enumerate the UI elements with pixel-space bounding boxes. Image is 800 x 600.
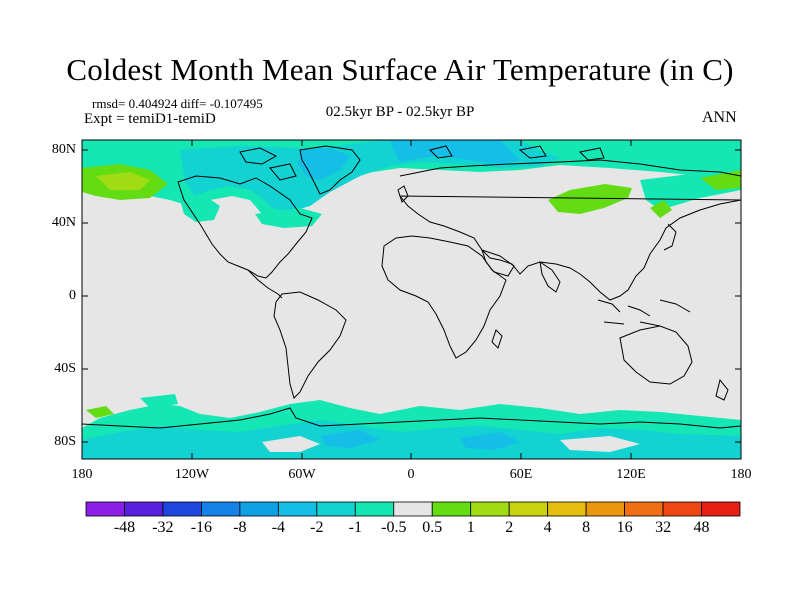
x-label-180w: 180 bbox=[71, 467, 93, 482]
colorbar-label: 32 bbox=[655, 519, 672, 536]
colorbar-swatch bbox=[162, 501, 202, 517]
greenland-coast bbox=[299, 145, 361, 195]
colorbar-swatch bbox=[239, 501, 279, 517]
colorbar-swatch bbox=[393, 501, 433, 517]
colorbar-swatch bbox=[201, 501, 241, 517]
colorbar-label: 8 bbox=[582, 519, 591, 536]
colorbar-label: -4 bbox=[271, 519, 286, 536]
colorbar bbox=[85, 501, 741, 517]
y-ticks bbox=[82, 149, 741, 443]
colorbar-swatch bbox=[316, 501, 356, 517]
season-text: ANN bbox=[702, 109, 737, 126]
rmsd-diff-text: rmsd= 0.404924 diff= -0.107495 bbox=[92, 96, 263, 111]
x-label-60e: 60E bbox=[509, 467, 533, 482]
antarctic-gray-gap-2 bbox=[560, 436, 640, 452]
anomaly-field bbox=[82, 140, 741, 459]
hudson-cyan-patch bbox=[255, 208, 322, 228]
colorbar-label: -8 bbox=[233, 519, 247, 536]
x-label-180e: 180 bbox=[730, 467, 752, 482]
colorbar-label: -16 bbox=[190, 519, 213, 536]
colorbar-swatch bbox=[624, 501, 664, 517]
colorbar-swatch bbox=[124, 501, 164, 517]
colorbar-label: -0.5 bbox=[381, 519, 407, 536]
arabia-coast bbox=[481, 249, 515, 277]
japan-coast bbox=[663, 223, 677, 251]
y-label-80n: 80N bbox=[51, 142, 76, 157]
kamchatka-green-patch bbox=[650, 200, 672, 218]
colorbar-swatch bbox=[547, 501, 587, 517]
new-zealand-coast bbox=[715, 378, 729, 401]
y-label-80s: 80S bbox=[54, 434, 76, 449]
plot-title: Coldest Month Mean Surface Air Temperatu… bbox=[66, 52, 734, 87]
y-label-40s: 40S bbox=[54, 361, 76, 376]
madagascar-coast bbox=[491, 329, 503, 349]
southern-ocean-cyan-patch bbox=[140, 394, 178, 408]
colorbar-swatch bbox=[354, 501, 395, 517]
pacific-cyan-patch bbox=[180, 196, 220, 222]
arctic-blue-region bbox=[390, 140, 520, 164]
colorbar-swatch bbox=[701, 501, 741, 517]
colorbar-swatch bbox=[431, 501, 472, 517]
x-label-120e: 120E bbox=[616, 467, 646, 482]
colorbar-label: 2 bbox=[505, 519, 514, 536]
uk-coast bbox=[397, 185, 409, 203]
antarctic-blue-patch-2 bbox=[460, 432, 520, 450]
antarctic-blue-patch bbox=[320, 430, 380, 448]
coastlines bbox=[82, 145, 741, 429]
colorbar-label: -1 bbox=[348, 519, 362, 536]
colorbar-label: 0.5 bbox=[422, 519, 443, 536]
africa-coast bbox=[381, 235, 507, 359]
y-label-40n: 40N bbox=[51, 215, 76, 230]
antarctica-coast bbox=[82, 407, 741, 429]
colorbar-swatch bbox=[85, 501, 125, 517]
colorbar-swatch bbox=[277, 501, 318, 517]
x-label-120w: 120W bbox=[174, 467, 210, 482]
colorbar-swatch bbox=[508, 501, 549, 517]
south-pacific-green-patch bbox=[86, 406, 114, 418]
north-america-coast bbox=[177, 175, 313, 279]
central-america-coast bbox=[247, 269, 283, 299]
colorbar-label: -48 bbox=[113, 519, 136, 536]
colorbar-swatch bbox=[585, 501, 625, 517]
colorbar-label: -2 bbox=[310, 519, 324, 536]
greenland-teal-region bbox=[298, 148, 350, 180]
x-label-0: 0 bbox=[407, 467, 415, 482]
colorbar-swatch bbox=[662, 501, 702, 517]
siberia-green-patch bbox=[548, 184, 632, 214]
colorbar-label: 1 bbox=[466, 519, 475, 536]
period-text: 02.5kyr BP - 02.5kyr BP bbox=[325, 104, 475, 120]
east-siberia-green-patch bbox=[700, 170, 741, 190]
alaska-yellow-patch bbox=[96, 172, 150, 190]
colorbar-label: 48 bbox=[693, 519, 710, 536]
x-ticks bbox=[191, 140, 632, 459]
colorbar-label: 4 bbox=[543, 519, 552, 536]
south-america-coast bbox=[273, 291, 347, 399]
colorbar-swatch bbox=[470, 501, 510, 517]
colorbar-label: 16 bbox=[616, 519, 633, 536]
antarctic-gray-gap bbox=[262, 436, 320, 452]
y-label-0: 0 bbox=[69, 288, 76, 303]
experiment-text: Expt = temiD1-temiD bbox=[84, 111, 216, 127]
arctic-islands bbox=[239, 145, 605, 181]
australia-coast bbox=[619, 325, 693, 385]
colorbar-label: -32 bbox=[152, 519, 174, 536]
southeast-asia-islands bbox=[597, 299, 691, 327]
x-label-60w: 60W bbox=[288, 467, 316, 482]
india-coast bbox=[539, 260, 561, 293]
eurasia-coast bbox=[398, 159, 741, 301]
